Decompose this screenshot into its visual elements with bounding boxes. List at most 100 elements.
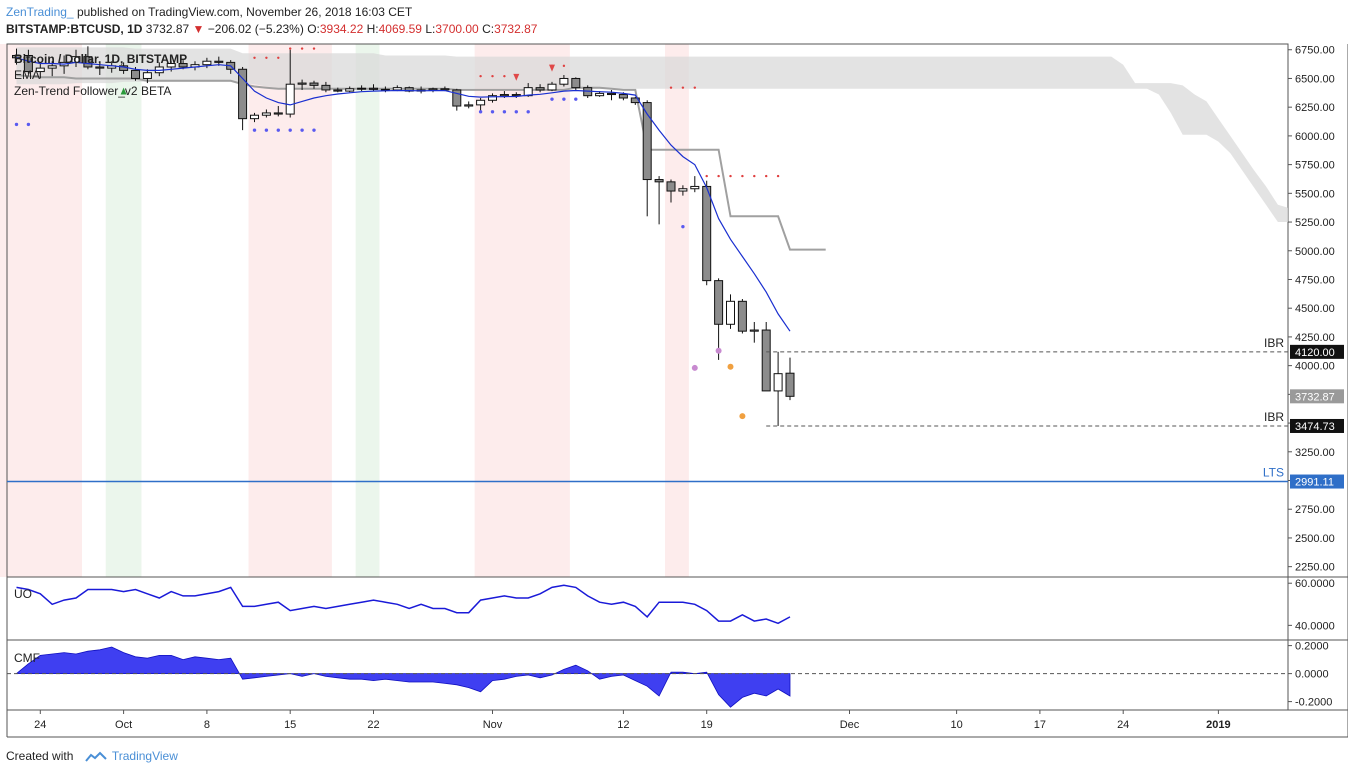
candle-body: [737, 300, 747, 332]
price-tick-label: 5000.00: [1295, 246, 1335, 258]
uo-tick-label: 60.0000: [1295, 578, 1335, 590]
candle-body: [476, 99, 486, 106]
trend-dot-blue: [490, 110, 495, 114]
price-tick-label: 6750.00: [1295, 45, 1335, 57]
time-tick-label: 22: [367, 719, 379, 731]
cmf-tick-label: 0.0000: [1295, 669, 1329, 681]
candle-body: [250, 114, 259, 120]
trend-dot-red: [705, 174, 708, 178]
candle-body: [749, 329, 759, 332]
price-label-text: 2991.11: [1295, 477, 1334, 489]
signal-dot: [715, 347, 722, 354]
candle-body: [428, 88, 438, 91]
uo-tick-label: 40.0000: [1295, 620, 1335, 632]
time-tick-label: 24: [34, 719, 46, 731]
legend-entry: Bitcoin / Dollar, 1D, BITSTAMP: [14, 52, 187, 66]
signal-dot: [727, 363, 734, 370]
candle-body: [654, 179, 664, 183]
footer: Created with TradingView: [6, 745, 178, 767]
level-label: IBR: [1264, 410, 1284, 424]
trend-dot-blue: [252, 128, 257, 132]
candle-body: [357, 87, 367, 90]
open-value: 3934.22: [319, 22, 364, 36]
price-label-box: [1290, 389, 1344, 404]
cloud-area: [16, 47, 1288, 222]
high-value: 4069.59: [378, 22, 422, 36]
low-label: L:: [425, 22, 436, 36]
price-tick-label: 3250.00: [1295, 447, 1335, 459]
candle-body: [238, 68, 248, 120]
price-change: −206.02 (−5.23%): [207, 22, 304, 36]
signal-dot: [691, 364, 698, 371]
candle-body: [166, 63, 176, 68]
candle-body: [392, 87, 402, 91]
legend-entry: EMA: [14, 68, 40, 82]
candle-body: [202, 60, 212, 66]
candle-body: [714, 280, 724, 325]
candle-body: [726, 300, 735, 325]
candle-body: [571, 77, 581, 89]
candle-body: [273, 112, 283, 115]
candle-body: [464, 104, 474, 107]
open-label: O:: [307, 22, 320, 36]
level-label: LTS: [1263, 466, 1284, 480]
price-tick-label: 4500.00: [1295, 303, 1335, 315]
candle-body: [642, 102, 652, 181]
trend-dot-blue: [276, 128, 280, 132]
price-tick-label: 5750.00: [1295, 160, 1335, 172]
close-value: 3732.87: [494, 22, 538, 36]
candle-body: [47, 65, 57, 69]
cmf-tick-label: -0.2000: [1295, 697, 1332, 709]
price-tick-label: 2750.00: [1295, 504, 1335, 516]
trend-dot-red: [277, 56, 280, 59]
trend-dot-blue: [681, 224, 685, 229]
candle-body: [785, 372, 795, 397]
price-label-box: [1290, 418, 1344, 433]
trend-dot-blue: [288, 128, 292, 132]
legend-entry: Zen-Trend Follower_v2 BETA: [14, 84, 171, 98]
signal-dot: [739, 413, 746, 420]
candle-body: [345, 88, 355, 92]
candle-body: [690, 185, 700, 190]
candle-body: [369, 87, 378, 90]
candle-body: [511, 94, 521, 97]
candle-body: [333, 89, 343, 92]
candle-body: [678, 188, 688, 192]
candle-body: [131, 69, 140, 79]
price-label-text: 3474.73: [1295, 421, 1335, 433]
price-tick-label: 6000.00: [1295, 131, 1335, 143]
created-with-text: Created with: [6, 749, 74, 763]
change-arrow-icon: ▼: [192, 22, 205, 36]
symbol-name: BITSTAMP:BTCUSD, 1D: [6, 22, 143, 36]
trend-dot-red: [300, 47, 304, 50]
trend-dot-red: [669, 86, 673, 89]
trend-dot-red: [693, 86, 696, 89]
cmf-panel-label: CMF: [14, 651, 40, 665]
candle-body: [773, 373, 783, 392]
candle-body: [607, 92, 616, 96]
trend-dot-red: [503, 74, 506, 78]
trend-dot-red: [776, 174, 780, 178]
published-text: published on TradingView.com, November 2…: [76, 5, 413, 19]
trend-dot-red: [289, 47, 292, 50]
signal-band: [248, 44, 332, 577]
main-plot: [7, 46, 1288, 483]
trend-dot-blue: [514, 110, 518, 114]
trend-dot-red: [253, 56, 256, 59]
trend-dot-red: [312, 47, 316, 50]
uo-line: [16, 584, 791, 625]
time-tick-label: 12: [617, 719, 629, 731]
publisher-link[interactable]: ZenTrading_: [6, 5, 74, 19]
candle-body: [12, 54, 21, 59]
low-value: 3700.00: [435, 22, 479, 36]
candle-body: [95, 66, 105, 69]
candle-body: [547, 83, 557, 91]
price-tick-label: 4750.00: [1295, 274, 1335, 286]
trend-dot-red: [479, 74, 482, 78]
candle-body: [178, 63, 188, 68]
time-tick-label: Dec: [840, 719, 860, 731]
tradingview-link[interactable]: TradingView: [111, 749, 178, 763]
trend-dot-blue: [562, 97, 566, 101]
trend-dot-blue: [26, 122, 31, 127]
